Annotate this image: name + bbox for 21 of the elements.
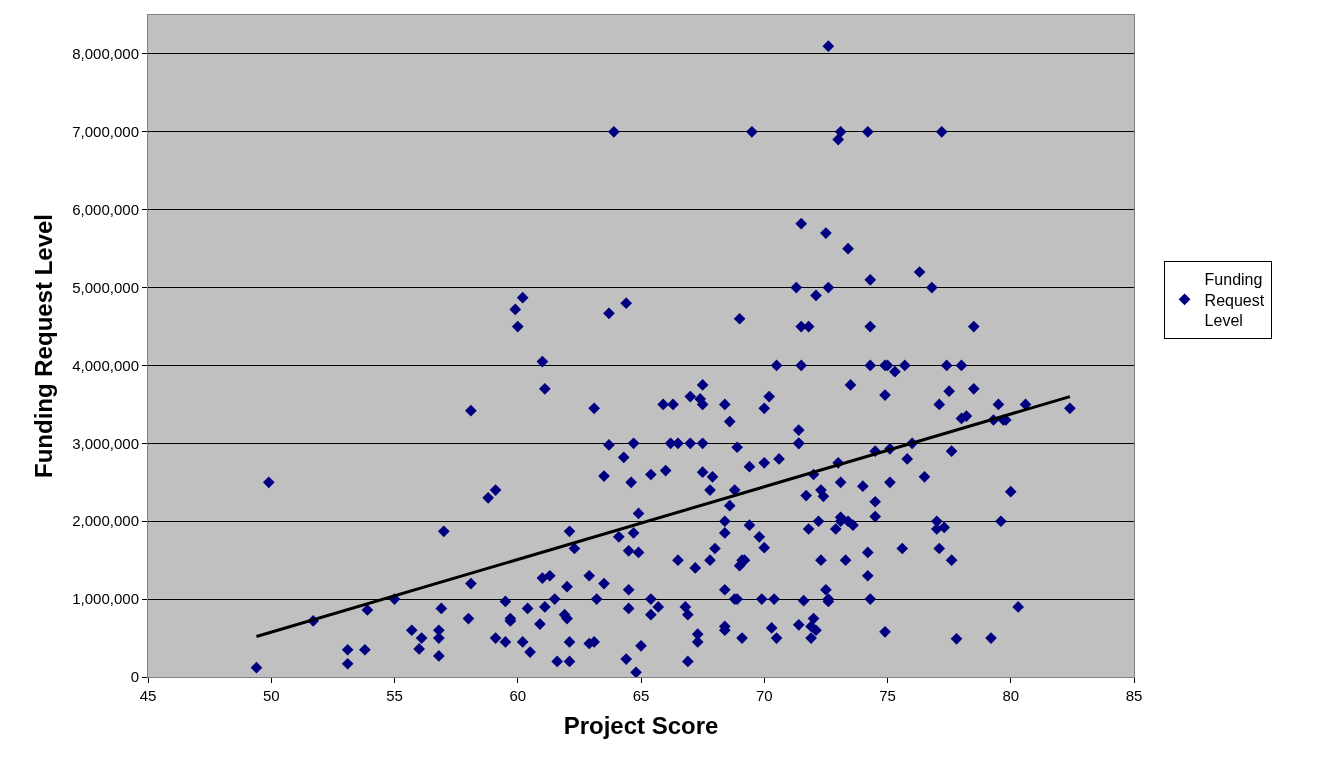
y-axis-title: Funding Request Level: [30, 213, 58, 479]
x-tick-label: 75: [879, 687, 896, 704]
y-tick-label: 1,000,000: [72, 590, 139, 608]
x-tick-label: 80: [1002, 687, 1020, 704]
x-tick-label: 55: [386, 687, 403, 704]
legend-label: Funding Request Level: [1204, 270, 1265, 330]
x-tick-label: 85: [1125, 687, 1143, 704]
y-tick-label: 0: [130, 668, 139, 686]
y-tick-label: 6,000,000: [72, 200, 139, 218]
x-tick-label: 50: [262, 687, 280, 704]
y-tick-label: 2,000,000: [72, 512, 139, 530]
x-tick-label: 65: [632, 687, 650, 704]
x-tick-label: 60: [509, 687, 527, 704]
y-tick-label: 7,000,000: [72, 123, 139, 141]
y-tick-label: 4,000,000: [72, 356, 139, 374]
x-axis-title: Project Score: [563, 712, 719, 740]
y-tick-label: 5,000,000: [72, 278, 139, 296]
y-tick-label: 8,000,000: [72, 45, 139, 63]
y-tick-label: 3,000,000: [72, 434, 139, 452]
x-tick-label: 70: [755, 687, 773, 704]
x-tick-label: 45: [139, 687, 157, 704]
